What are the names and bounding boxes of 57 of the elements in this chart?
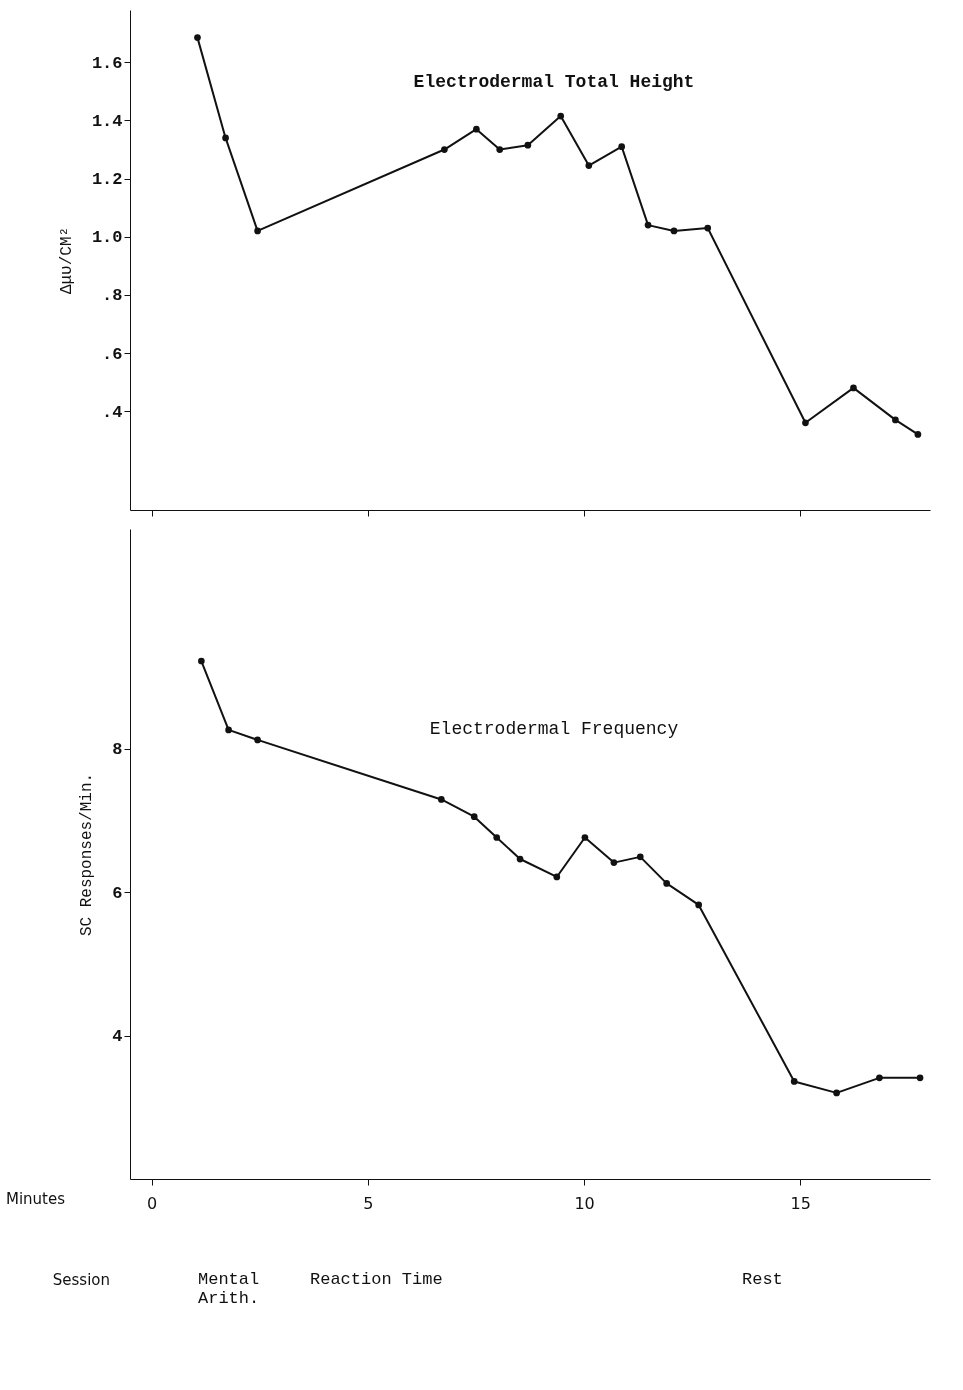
point xyxy=(644,221,652,229)
point xyxy=(610,859,618,866)
point xyxy=(553,873,561,881)
x-tick-label: 0 xyxy=(147,1193,158,1213)
point xyxy=(581,834,589,841)
point xyxy=(618,143,626,150)
point xyxy=(473,125,480,133)
point xyxy=(876,1074,883,1082)
point xyxy=(198,657,205,665)
y-axis-title: Δμυ/CM² xyxy=(57,226,76,295)
x-axis-title: Minutes xyxy=(5,1189,66,1208)
text: Reaction Time xyxy=(310,1270,443,1289)
point xyxy=(496,146,504,153)
text: Session xyxy=(52,1271,110,1289)
point xyxy=(524,141,532,149)
point xyxy=(438,796,445,803)
point xyxy=(557,112,565,120)
y-tick-label: .6 xyxy=(102,344,123,364)
point xyxy=(516,855,524,863)
point xyxy=(493,834,501,841)
point xyxy=(254,227,261,235)
x-tick-label: 10 xyxy=(574,1193,595,1213)
point xyxy=(892,416,899,424)
y-axis-title: SC Responses/Min. xyxy=(78,772,97,937)
point xyxy=(194,34,201,41)
text: Mental Arith. xyxy=(198,1270,260,1308)
text: Electrodermal Frequency xyxy=(429,719,679,739)
y-tick-label: 1.2 xyxy=(91,170,123,190)
x-tick-label: 5 xyxy=(363,1193,374,1213)
point xyxy=(704,224,712,232)
x-tick-label: 15 xyxy=(790,1193,811,1213)
point xyxy=(585,162,593,169)
point xyxy=(254,736,261,744)
point xyxy=(914,431,922,438)
point xyxy=(916,1074,924,1082)
y-tick-label: 8 xyxy=(112,740,123,760)
point xyxy=(470,813,478,821)
point xyxy=(441,146,448,153)
text: Rest xyxy=(742,1270,783,1289)
point xyxy=(663,880,670,887)
point xyxy=(225,726,232,734)
text: Electrodermal Total Height xyxy=(413,72,695,92)
point xyxy=(636,853,644,861)
y-tick-label: 4 xyxy=(112,1027,123,1047)
y-tick-label: 6 xyxy=(112,883,123,903)
point xyxy=(802,419,809,427)
y-tick-label: .8 xyxy=(102,286,123,306)
y-tick-label: 1.0 xyxy=(91,228,123,248)
point xyxy=(695,901,702,909)
point xyxy=(833,1089,840,1097)
point xyxy=(670,227,678,235)
point xyxy=(222,134,229,142)
y-tick-label: 1.4 xyxy=(91,111,123,131)
y-tick-label: .4 xyxy=(102,402,123,422)
point xyxy=(850,384,857,392)
y-tick-label: 1.6 xyxy=(91,53,123,73)
point xyxy=(790,1078,798,1085)
